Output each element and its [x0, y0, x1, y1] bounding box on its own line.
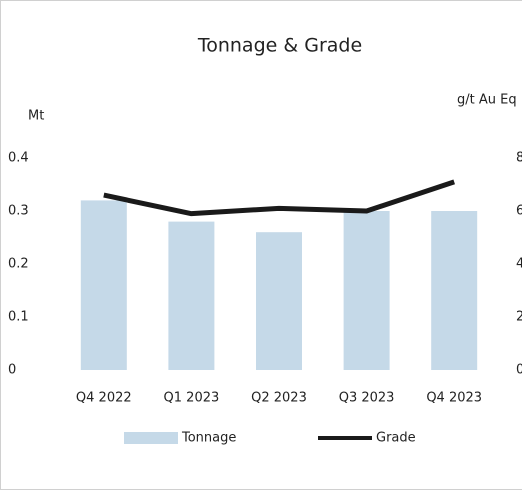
y-tick-label: 0.1	[8, 310, 29, 325]
x-tick-label: Q2 2023	[251, 391, 307, 406]
bar	[256, 232, 302, 370]
y-tick-label: 0	[8, 363, 16, 378]
y2-tick-label: 2	[516, 310, 522, 325]
y-tick-label: 0.3	[8, 204, 29, 219]
bar	[431, 211, 478, 370]
legend-label: Tonnage	[181, 431, 236, 446]
y2-tick-label: 8	[516, 151, 522, 166]
y-axis-label: Mt	[28, 109, 44, 124]
y2-tick-label: 0	[516, 363, 522, 378]
x-tick-label: Q3 2023	[339, 391, 395, 406]
x-tick-label: Q1 2023	[164, 391, 220, 406]
y-tick-label: 0.2	[8, 257, 29, 272]
bar	[80, 200, 127, 370]
y2-axis-label: g/t Au Eq	[457, 93, 517, 108]
bar	[168, 221, 215, 370]
bar	[343, 211, 390, 370]
y2-tick-label: 4	[516, 257, 522, 272]
legend-swatch	[124, 432, 178, 444]
legend-label: Grade	[376, 431, 416, 446]
y-tick-label: 0.4	[8, 151, 29, 166]
y2-tick-label: 6	[516, 204, 522, 219]
line	[103, 179, 455, 217]
x-tick-label: Q4 2022	[76, 391, 132, 406]
x-tick-label: Q4 2023	[426, 391, 482, 406]
chart-title: Tonnage & Grade	[197, 35, 362, 57]
